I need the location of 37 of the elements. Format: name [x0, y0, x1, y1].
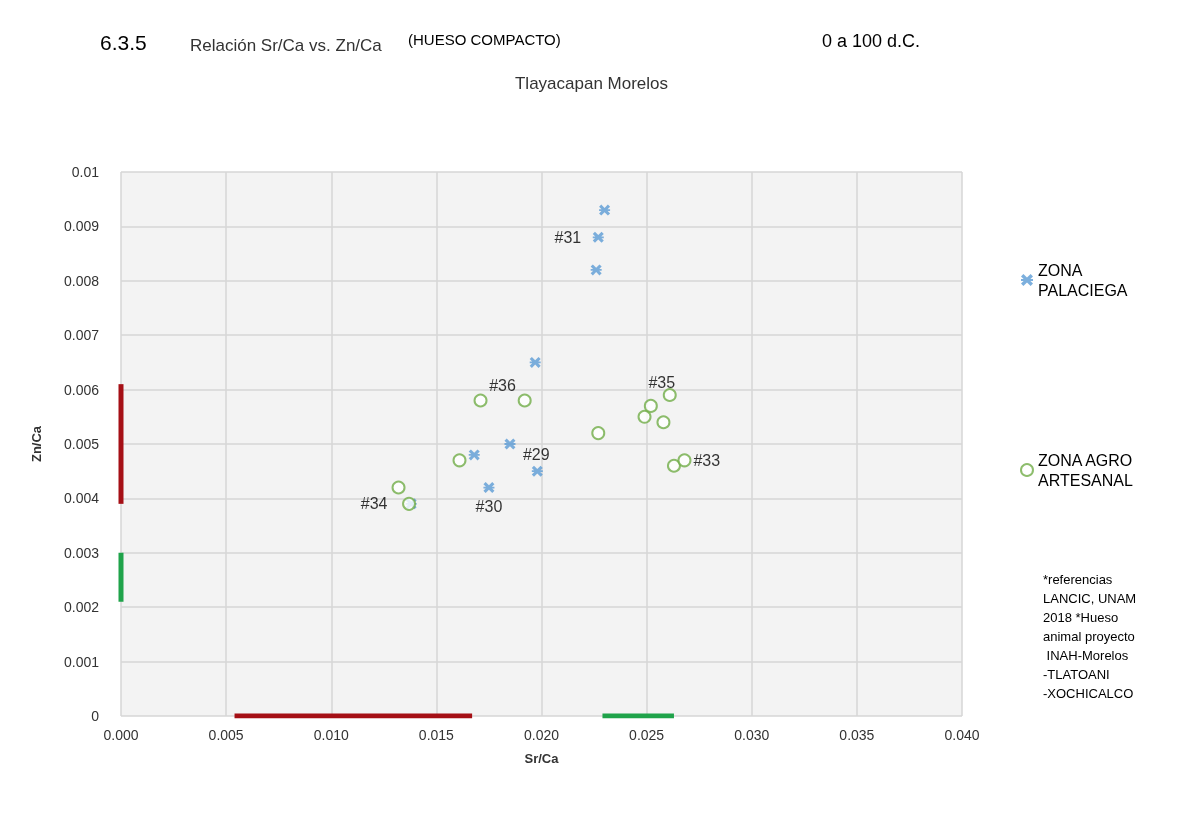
- y-tick-label: 0.005: [63, 436, 100, 452]
- y-tick-label: 0.007: [63, 327, 100, 344]
- x-tick-label: 0.010: [313, 727, 349, 743]
- x-tick-label: 0.030: [734, 727, 770, 743]
- x-tick-label: 0.040: [944, 727, 980, 743]
- legend-label: ZONA AGRO ARTESANAL: [1038, 451, 1137, 489]
- y-tick-label: 0.003: [63, 544, 100, 561]
- annotation: #30: [475, 498, 503, 516]
- x-tick-label: 0.005: [208, 727, 244, 743]
- y-tick-label: 0.008: [63, 272, 100, 289]
- legend-label: ZONA PALACIEGA: [1038, 261, 1128, 299]
- x-axis-title: Sr/Ca: [524, 751, 560, 766]
- y-tick-label: 0.004: [63, 490, 100, 507]
- y-tick-label: 0.01: [71, 164, 100, 180]
- x-tick-label: 0.020: [523, 727, 560, 743]
- annotation: #36: [489, 376, 516, 394]
- y-tick-label: 0.009: [63, 218, 100, 235]
- x-tick-label: 0.000: [103, 727, 139, 743]
- x-tick-label: 0.015: [418, 727, 455, 743]
- y-tick-label: 0.006: [63, 381, 100, 398]
- text: 6.3.5: [100, 31, 147, 54]
- chart-title: Relación Sr/Ca vs. Zn/Ca: [190, 36, 383, 55]
- text: 0 a 100 d.C.: [822, 31, 921, 51]
- annotation: #31: [554, 228, 582, 246]
- annotation: #34: [360, 495, 388, 513]
- x-tick-label: 0.035: [839, 727, 875, 743]
- y-tick-label: 0.002: [63, 599, 100, 616]
- annotation: #29: [522, 445, 550, 463]
- chart-subtitle: Tlayacapan Morelos: [514, 74, 669, 93]
- y-tick-label: 0.001: [63, 653, 100, 670]
- text: *referencias LANCIC, UNAM 2018 *Hueso animal proyecto INAH-Morelos -TLATOANI -XOCHICALCO: [1043, 572, 1140, 701]
- y-axis-title: Zn/Ca: [29, 425, 44, 463]
- text: (HUESO COMPACTO): [408, 31, 561, 48]
- y-tick-label: 0: [91, 708, 100, 724]
- annotation: #35: [648, 373, 676, 391]
- annotation: #33: [693, 451, 721, 469]
- x-tick-label: 0.025: [629, 727, 665, 743]
